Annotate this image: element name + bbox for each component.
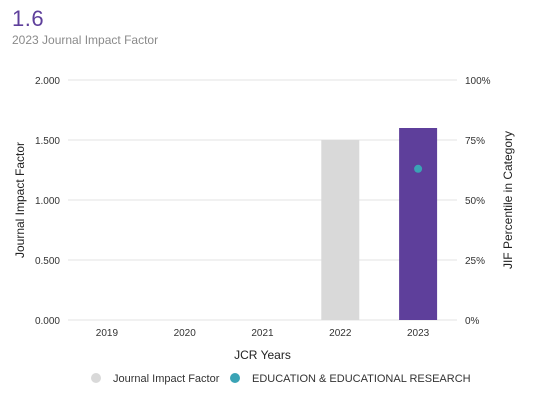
- bar: [399, 128, 438, 320]
- x-tick-label: 2022: [329, 328, 352, 339]
- legend-marker: [91, 373, 101, 383]
- impact-factor-label: 2023 Journal Impact Factor: [12, 33, 159, 47]
- y-tick-label: 0.500: [35, 256, 60, 267]
- y-tick-label: 2.000: [35, 76, 60, 87]
- impact-factor-value: 1.6: [12, 6, 45, 31]
- y-tick-label: 1.000: [35, 196, 60, 207]
- bar: [321, 140, 360, 320]
- legend-label: EDUCATION & EDUCATIONAL RESEARCH: [252, 373, 471, 385]
- percentile-point: [414, 164, 423, 173]
- y-right-tick-label: 100%: [465, 76, 491, 87]
- x-tick-label: 2020: [174, 328, 197, 339]
- y-tick-label: 0.000: [35, 316, 60, 327]
- y-right-axis-title: JIF Percentile in Category: [501, 131, 515, 269]
- y-right-tick-label: 0%: [465, 316, 480, 327]
- x-tick-label: 2019: [96, 328, 119, 339]
- y-right-tick-label: 50%: [465, 196, 485, 207]
- legend-marker: [230, 373, 240, 383]
- y-right-tick-label: 75%: [465, 136, 485, 147]
- legend-label: Journal Impact Factor: [113, 373, 220, 385]
- y-tick-label: 1.500: [35, 136, 60, 147]
- y-right-tick-label: 25%: [465, 256, 485, 267]
- x-tick-label: 2023: [407, 328, 430, 339]
- y-axis-title: Journal Impact Factor: [13, 142, 27, 258]
- x-tick-label: 2021: [251, 328, 274, 339]
- x-axis-title: JCR Years: [234, 348, 291, 362]
